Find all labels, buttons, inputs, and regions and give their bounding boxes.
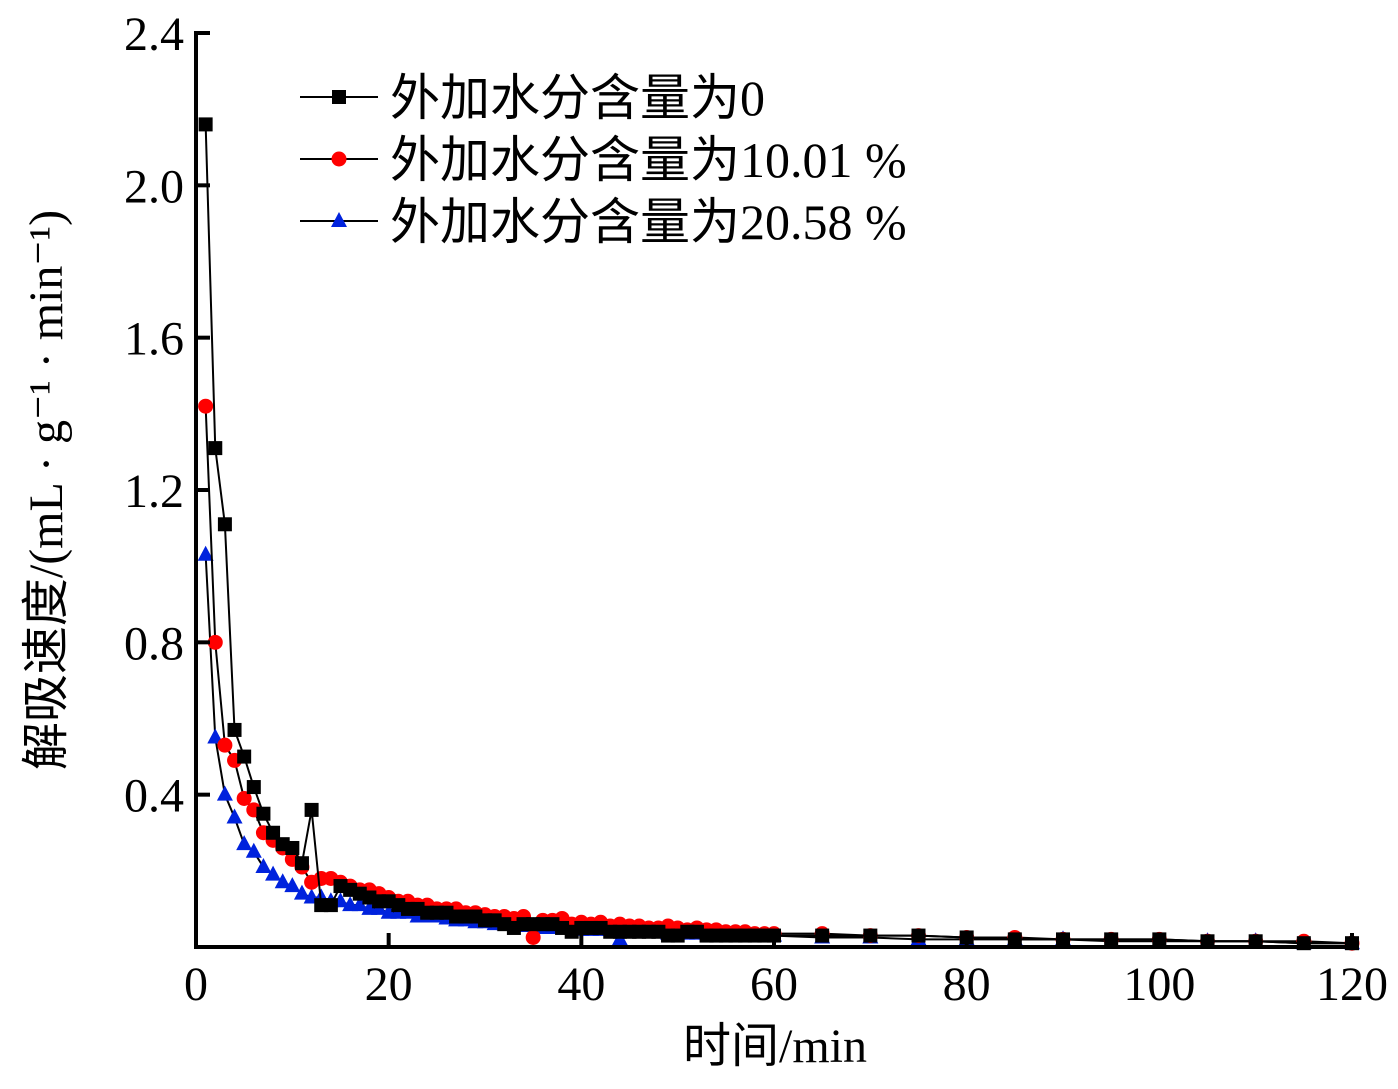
- legend: 外加水分含量为0 外加水分含量为10.01 % 外加水分含量为20.58 %: [300, 70, 907, 250]
- x-tick-label: 40: [557, 958, 605, 1011]
- data-point: [198, 398, 214, 414]
- data-point: [815, 928, 830, 943]
- data-point: [207, 634, 223, 650]
- y-tick-label: 1.6: [124, 313, 184, 366]
- data-point: [284, 877, 301, 893]
- data-point: [256, 806, 271, 821]
- x-axis-title: 时间/min: [683, 1020, 867, 1073]
- legend-marker: [331, 151, 347, 167]
- legend-label: 外加水分含量为20.58 %: [390, 194, 907, 250]
- data-point: [525, 929, 541, 945]
- y-tick-label: 2.0: [124, 160, 184, 213]
- data-point: [216, 785, 233, 801]
- data-point: [227, 722, 242, 737]
- data-point: [217, 517, 232, 532]
- legend-marker: [332, 90, 346, 104]
- x-tick-label: 20: [365, 958, 413, 1011]
- data-point: [304, 802, 319, 817]
- data-point: [236, 790, 252, 806]
- data-point: [266, 825, 281, 840]
- legend-marker: [331, 212, 347, 227]
- data-point: [245, 842, 262, 858]
- data-point: [1056, 932, 1070, 947]
- data-point: [294, 856, 309, 871]
- ticks: 0 20 40 60 80 100 120 0.4 0.8 1.2 1.6 2.0 2.4: [124, 8, 1388, 1011]
- x-tick-label: 80: [943, 958, 991, 1011]
- data-point: [217, 737, 233, 753]
- x-tick-label: 120: [1316, 958, 1388, 1011]
- data-point: [863, 928, 878, 943]
- x-tick-label: 60: [750, 958, 798, 1011]
- data-point: [285, 840, 300, 855]
- data-point: [323, 898, 338, 913]
- y-tick-label: 2.4: [124, 8, 184, 61]
- data-point: [198, 117, 213, 132]
- y-tick-label: 1.2: [124, 465, 184, 518]
- data-point: [1248, 934, 1263, 949]
- data-point: [255, 858, 272, 874]
- legend-label: 外加水分含量为0: [390, 70, 765, 126]
- series-layer: [197, 117, 1360, 951]
- data-point: [351, 896, 368, 912]
- data-point: [293, 884, 310, 900]
- data-point: [207, 728, 224, 744]
- data-point: [1104, 932, 1119, 947]
- series-1: [198, 398, 1360, 951]
- data-point: [237, 749, 252, 764]
- data-point: [236, 835, 253, 851]
- x-tick-label: 100: [1123, 958, 1195, 1011]
- data-point: [197, 545, 214, 561]
- data-point: [246, 780, 261, 795]
- data-point: [208, 441, 223, 456]
- data-point: [911, 928, 926, 943]
- y-tick-label: 0.4: [124, 770, 184, 823]
- y-axis-title: 解吸速度/(mL · g⁻¹ · min⁻¹): [20, 210, 73, 770]
- series-line: [204, 554, 1352, 945]
- series-line: [204, 406, 1353, 945]
- data-point: [1007, 932, 1022, 947]
- x-tick-label: 0: [184, 958, 208, 1011]
- data-point: [274, 873, 291, 889]
- legend-label: 外加水分含量为10.01 %: [390, 132, 907, 188]
- data-point: [1200, 934, 1215, 949]
- data-point: [265, 865, 282, 881]
- y-tick-label: 0.8: [124, 617, 184, 670]
- series-0: [198, 117, 1359, 951]
- data-point: [226, 808, 243, 824]
